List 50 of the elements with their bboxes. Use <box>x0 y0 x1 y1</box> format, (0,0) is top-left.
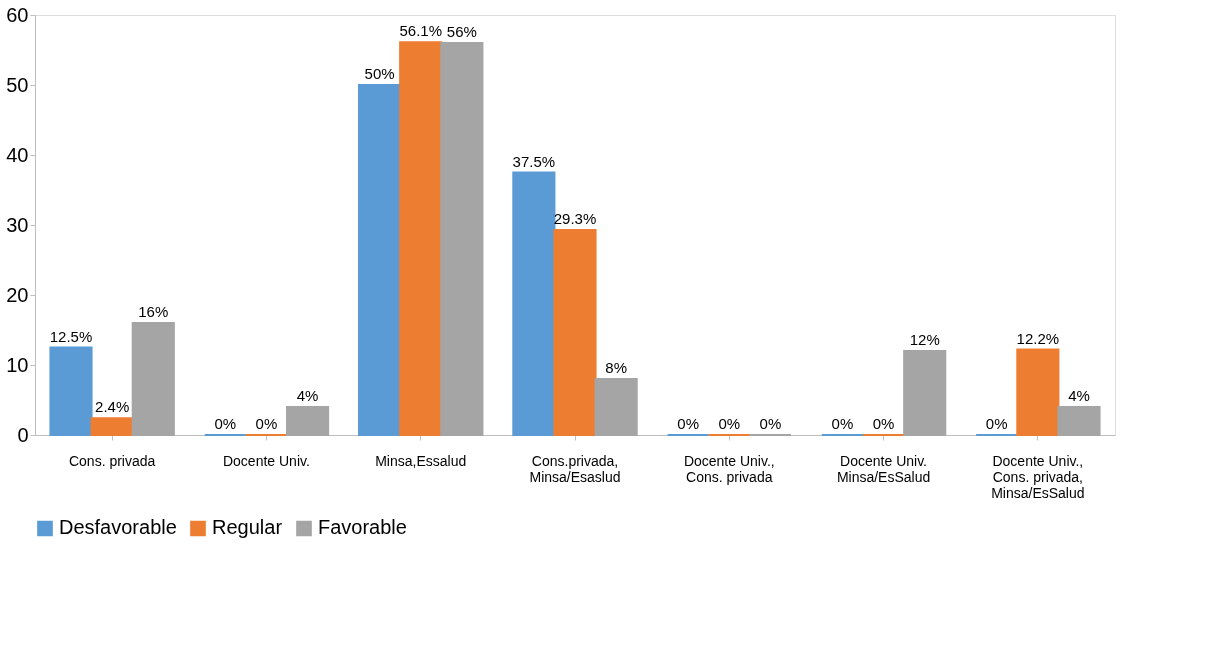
bar <box>1057 406 1101 436</box>
legend-label: Favorable <box>318 516 407 539</box>
data-label: 0% <box>759 415 782 432</box>
bar <box>131 322 175 436</box>
data-label: 16% <box>138 303 169 320</box>
bar <box>440 42 484 436</box>
x-tick-label: Cons. privada <box>68 452 156 469</box>
data-label: 37.5% <box>512 152 556 170</box>
data-label: 12% <box>909 331 940 348</box>
bar <box>90 417 134 436</box>
data-label: 0% <box>985 415 1008 432</box>
data-label: 56.1% <box>399 22 442 40</box>
data-label: 8% <box>605 359 627 376</box>
data-label: 0% <box>831 415 854 432</box>
data-label: 0% <box>677 415 699 432</box>
data-label: 0% <box>214 415 237 432</box>
y-tick-label: 60 <box>6 3 29 26</box>
bar <box>399 41 443 436</box>
legend-label: Desfavorable <box>59 516 177 539</box>
data-label: 56% <box>446 23 477 40</box>
x-tick-label: Docente Univ. <box>222 452 310 469</box>
data-label: 0% <box>718 415 741 432</box>
bar <box>49 346 93 436</box>
bar <box>286 406 330 436</box>
y-tick-label: 10 <box>6 353 29 376</box>
y-tick-label: 0 <box>17 423 29 446</box>
data-label: 4% <box>296 387 319 404</box>
data-label: 12.5% <box>49 327 93 345</box>
bar <box>594 378 638 436</box>
bar <box>1016 348 1060 436</box>
x-tick-label: Docente Univ., Cons. privada <box>683 452 775 485</box>
data-label: 0% <box>872 415 895 432</box>
bar <box>903 350 947 436</box>
data-label: 2.4% <box>95 398 130 416</box>
legend-label: Regular <box>212 516 283 539</box>
x-tick-label: Docente Univ., Cons. privada, Minsa/EsSalud <box>991 452 1085 501</box>
data-label: 0% <box>255 415 278 432</box>
data-label: 12.2% <box>1016 329 1060 347</box>
x-tick-label: Minsa,Essalud <box>375 452 467 469</box>
y-tick-label: 20 <box>6 283 29 306</box>
bar <box>512 171 556 436</box>
y-tick-label: 40 <box>6 143 29 166</box>
x-tick-label: Cons.privada, Minsa/Esaslud <box>529 452 621 485</box>
bar <box>358 84 402 436</box>
bar <box>553 228 597 436</box>
y-tick-label: 50 <box>6 73 29 96</box>
data-label: 4% <box>1068 387 1090 404</box>
x-tick-label: Docente Univ. Minsa/EsSalud <box>836 452 931 485</box>
data-label: 50% <box>364 65 395 82</box>
y-tick-label: 30 <box>6 213 29 236</box>
